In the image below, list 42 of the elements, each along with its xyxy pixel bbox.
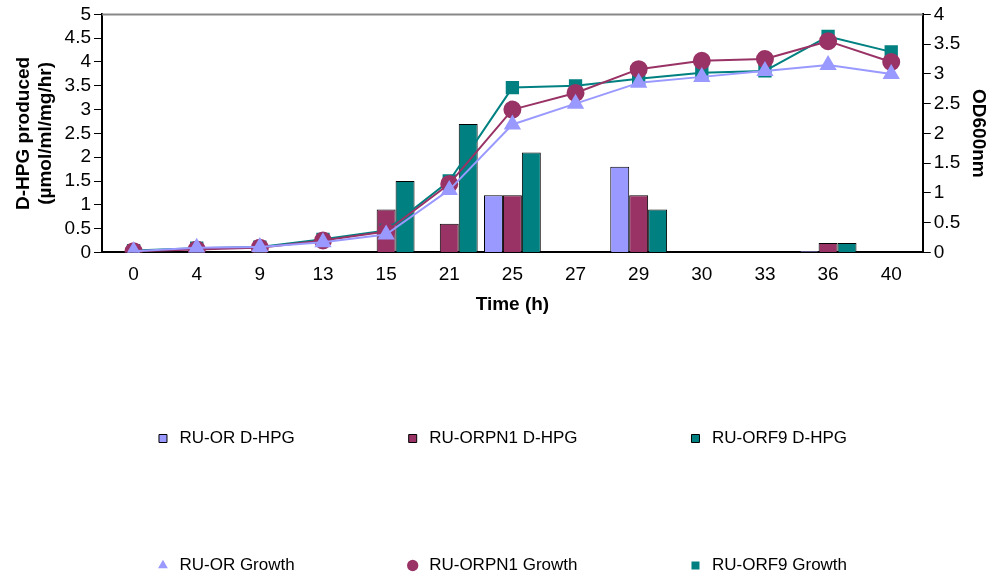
x-tick-label: 30 <box>691 263 713 285</box>
x-tick-label: 15 <box>375 263 397 285</box>
legend-label: RU-ORPN1 Growth <box>429 555 578 575</box>
x-tick-label: 9 <box>254 263 266 285</box>
x-tick-label: 4 <box>191 263 203 285</box>
x-axis-title: Time (h) <box>475 292 550 314</box>
y2-tick-label: 0.5 <box>933 210 961 232</box>
y-tick-label: 3.5 <box>64 74 92 96</box>
x-tick-label: 27 <box>564 263 587 285</box>
y-tick-label: 5 <box>80 2 92 24</box>
x-tick-label: 0 <box>128 263 139 285</box>
y2-tick-label: 2 <box>933 121 945 143</box>
x-tick-label: 29 <box>628 263 650 285</box>
y-axis-title: D-HPG produced (µmol/ml/mg/hr) <box>11 56 56 210</box>
x-tick-label: 36 <box>817 263 839 285</box>
x-tick-label: 33 <box>754 263 776 285</box>
y2-tick-label: 1.5 <box>933 151 961 173</box>
y2-tick-label: 3 <box>933 62 945 84</box>
y-tick-label: 3 <box>80 97 92 119</box>
legend-label: RU-ORF9 D-HPG <box>711 428 848 448</box>
x-tick-label: 13 <box>312 263 334 285</box>
legend-label: RU-ORPN1 D-HPG <box>429 428 578 448</box>
y-tick-label: 1.5 <box>64 169 92 191</box>
legend-label: RU-OR D-HPG <box>179 428 295 448</box>
y2-tick-label: 3.5 <box>933 32 961 54</box>
x-tick-label: 21 <box>438 263 460 285</box>
y-tick-label: 0 <box>80 240 92 262</box>
y2-axis-title: OD600nm <box>969 89 991 178</box>
y-tick-label: 4.5 <box>64 26 92 48</box>
y-tick-label: 0.5 <box>64 216 92 238</box>
y2-tick-label: 4 <box>933 2 945 24</box>
y2-tick-label: 1 <box>933 181 945 203</box>
x-tick-label: 40 <box>880 263 902 285</box>
y-tick-label: 4 <box>80 50 92 72</box>
legend-label: RU-ORF9 Growth <box>711 555 848 575</box>
y-tick-label: 1 <box>80 193 92 215</box>
x-tick-label: 25 <box>501 263 523 285</box>
y-tick-label: 2.5 <box>64 121 92 143</box>
y2-tick-label: 0 <box>933 240 945 262</box>
legend-label: RU-OR Growth <box>179 555 295 575</box>
y2-tick-label: 2.5 <box>933 91 961 113</box>
y-tick-label: 2 <box>80 145 92 167</box>
